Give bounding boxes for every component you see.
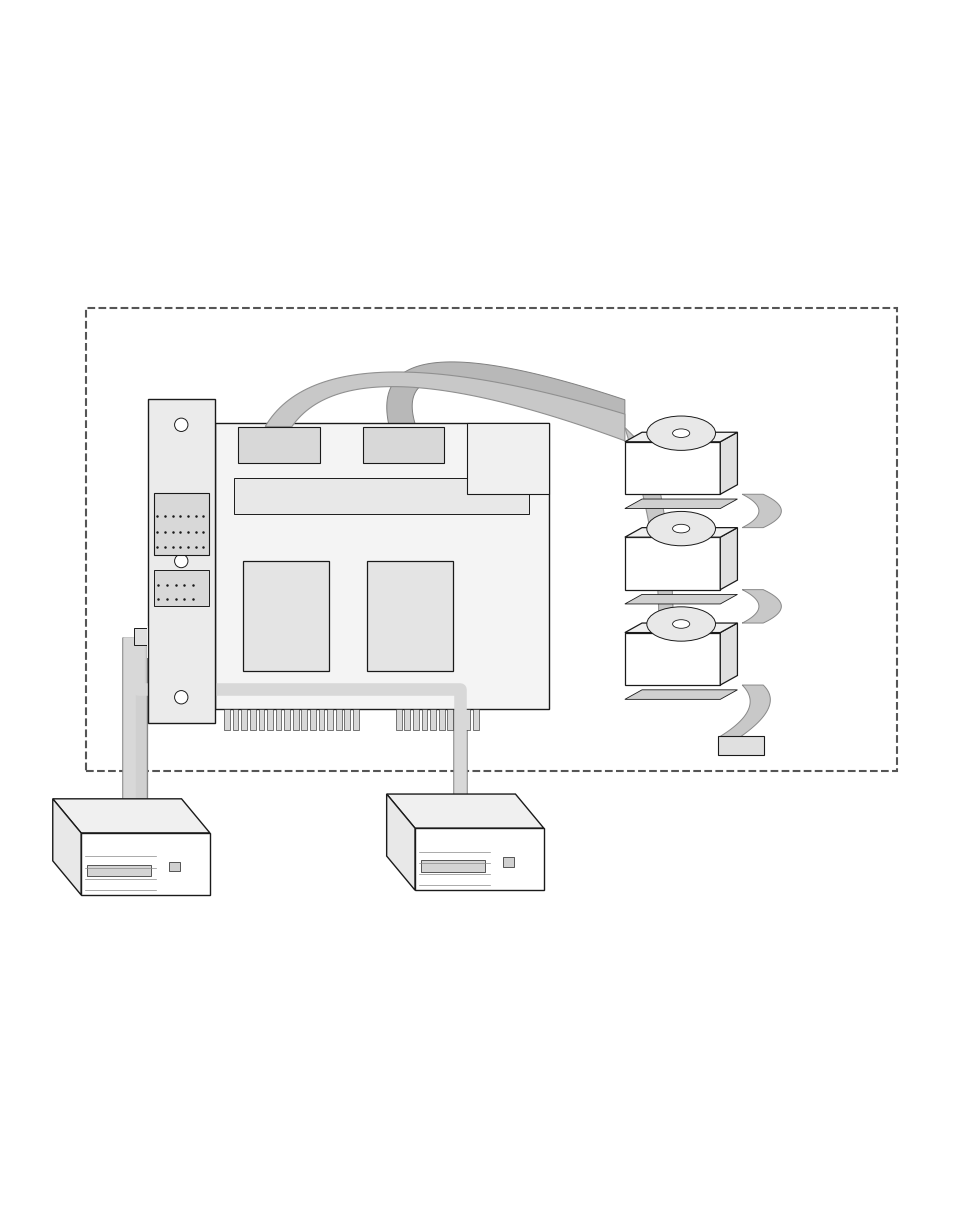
Polygon shape <box>718 685 769 737</box>
Polygon shape <box>624 528 737 537</box>
Bar <box>344 709 350 730</box>
Bar <box>464 709 470 730</box>
Bar <box>438 709 444 730</box>
Ellipse shape <box>646 512 715 546</box>
Bar <box>430 709 436 730</box>
Bar <box>293 709 298 730</box>
Polygon shape <box>386 794 415 890</box>
Polygon shape <box>624 594 737 604</box>
Polygon shape <box>720 432 737 494</box>
Circle shape <box>174 555 188 568</box>
Polygon shape <box>624 499 737 508</box>
Ellipse shape <box>672 429 689 438</box>
Bar <box>233 479 529 514</box>
Polygon shape <box>624 442 720 494</box>
Bar <box>267 709 273 730</box>
Bar <box>404 709 410 730</box>
Bar <box>456 709 461 730</box>
Bar <box>362 427 443 463</box>
Polygon shape <box>52 799 81 894</box>
Bar <box>421 709 427 730</box>
Bar <box>133 628 148 645</box>
Circle shape <box>174 691 188 704</box>
Polygon shape <box>624 623 737 633</box>
Bar <box>395 709 401 730</box>
Bar <box>327 709 333 730</box>
Bar <box>284 709 290 730</box>
Bar <box>310 709 315 730</box>
Polygon shape <box>386 794 543 828</box>
Bar <box>224 709 230 730</box>
Bar <box>467 422 548 494</box>
Polygon shape <box>81 833 210 894</box>
Ellipse shape <box>672 524 689 533</box>
Bar <box>86 308 896 771</box>
Polygon shape <box>52 799 210 833</box>
Bar <box>318 709 324 730</box>
Bar <box>413 709 418 730</box>
Polygon shape <box>720 623 737 685</box>
Polygon shape <box>624 537 720 590</box>
Bar <box>275 709 281 730</box>
Ellipse shape <box>646 416 715 450</box>
Polygon shape <box>720 528 737 590</box>
Bar <box>258 709 264 730</box>
Bar <box>238 427 319 463</box>
Polygon shape <box>624 633 720 685</box>
Ellipse shape <box>646 607 715 642</box>
Bar <box>214 422 548 709</box>
Bar <box>447 709 453 730</box>
Bar <box>718 736 763 755</box>
Bar <box>502 856 514 866</box>
Bar <box>153 492 209 555</box>
Polygon shape <box>741 494 781 528</box>
Circle shape <box>174 418 188 432</box>
Bar <box>473 709 478 730</box>
Bar <box>335 709 341 730</box>
Bar <box>148 399 214 723</box>
Bar <box>87 865 152 876</box>
Ellipse shape <box>672 620 689 628</box>
Bar <box>250 709 255 730</box>
Polygon shape <box>624 432 737 442</box>
Polygon shape <box>624 690 737 699</box>
Polygon shape <box>265 372 624 440</box>
Bar <box>153 571 209 606</box>
Bar <box>169 861 180 871</box>
Bar <box>367 561 453 671</box>
Bar <box>353 709 358 730</box>
Bar <box>147 626 148 659</box>
Bar <box>301 709 307 730</box>
Polygon shape <box>386 362 624 427</box>
Bar <box>420 860 484 871</box>
Polygon shape <box>415 828 543 890</box>
Polygon shape <box>624 427 673 666</box>
Bar <box>233 709 238 730</box>
Bar <box>241 709 247 730</box>
Bar <box>243 561 329 671</box>
Polygon shape <box>741 590 781 623</box>
